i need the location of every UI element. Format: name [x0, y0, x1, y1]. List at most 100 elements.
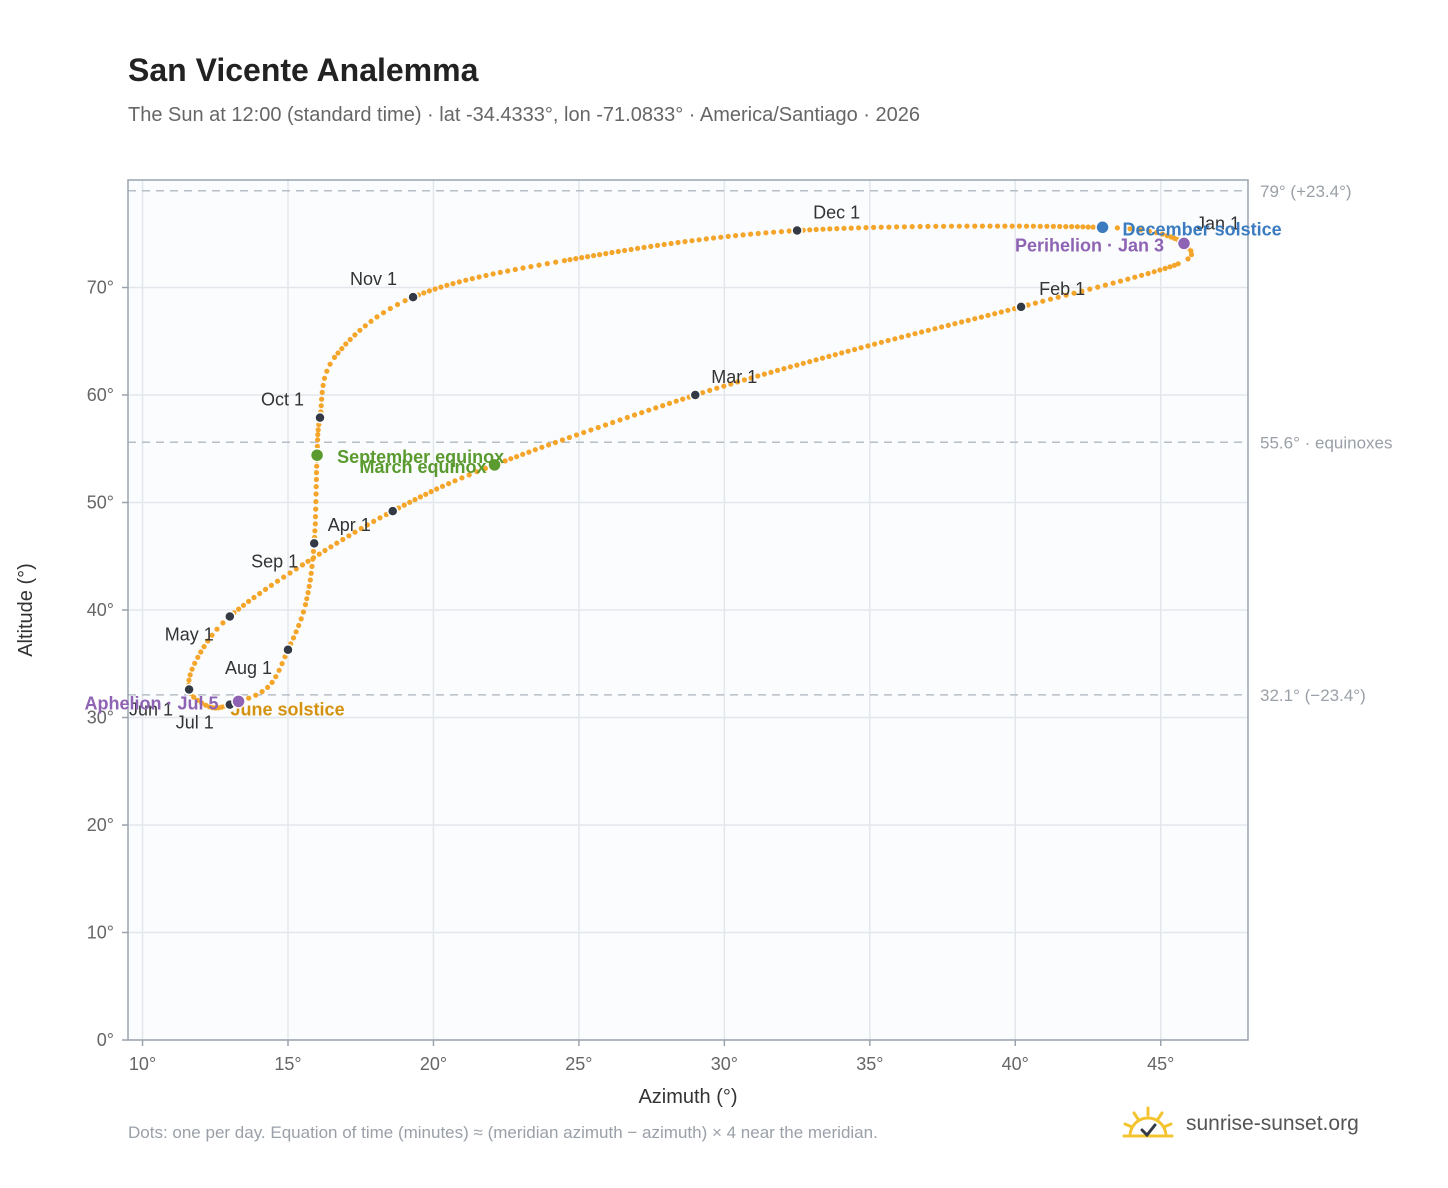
- daily-dot: [725, 233, 731, 239]
- daily-dot: [661, 241, 667, 248]
- daily-dot: [992, 311, 998, 317]
- daily-dot: [553, 259, 559, 265]
- daily-dot: [299, 562, 306, 568]
- daily-dot: [666, 400, 673, 406]
- daily-dot: [308, 570, 314, 576]
- daily-dot: [899, 334, 905, 340]
- daily-dot: [559, 437, 566, 443]
- daily-dot: [794, 362, 800, 368]
- daily-dot: [964, 223, 970, 229]
- daily-dot: [635, 245, 641, 251]
- footnote: Dots: one per day. Equation of time (min…: [128, 1123, 878, 1142]
- daily-dot: [402, 298, 408, 304]
- daily-dot: [1125, 276, 1131, 282]
- daily-dot: [597, 252, 603, 258]
- daily-dot: [293, 566, 299, 572]
- daily-dot: [948, 223, 955, 229]
- daily-dot: [253, 692, 259, 698]
- daily-dot: [1090, 224, 1096, 230]
- month-dot: [282, 644, 294, 656]
- daily-dot: [585, 254, 591, 260]
- daily-dot: [194, 697, 201, 703]
- daily-dot: [201, 644, 207, 650]
- daily-dot: [610, 419, 616, 426]
- daily-dot: [490, 271, 496, 277]
- daily-dot: [925, 223, 931, 229]
- daily-dot: [872, 341, 878, 347]
- daily-dot: [941, 223, 947, 229]
- daily-dot: [998, 309, 1004, 315]
- event-label: Aphelion · Jul 5: [85, 693, 219, 713]
- daily-dot: [901, 224, 908, 230]
- daily-dot: [358, 525, 364, 532]
- daily-dot: [979, 223, 986, 229]
- daily-dot: [1087, 286, 1093, 292]
- daily-dot: [446, 481, 452, 487]
- daily-dot: [476, 274, 482, 280]
- daily-dot: [1023, 223, 1030, 229]
- daily-dot: [544, 261, 550, 267]
- daily-dot: [302, 602, 309, 608]
- x-tick-label: 10°: [129, 1054, 156, 1074]
- daily-dot: [852, 346, 858, 353]
- daily-dot: [735, 379, 741, 385]
- daily-dot: [952, 321, 958, 327]
- daily-dot: [755, 373, 761, 379]
- daily-dot: [1032, 300, 1038, 306]
- daily-dot: [573, 432, 580, 438]
- daily-dot: [972, 223, 978, 229]
- daily-dot: [602, 422, 609, 428]
- chart-title: San Vicente Analemma: [128, 52, 479, 88]
- x-axis-label: Azimuth (°): [638, 1086, 737, 1108]
- daily-dot: [528, 264, 534, 270]
- daily-dot: [236, 606, 242, 612]
- daily-dot: [310, 556, 316, 562]
- daily-dot: [617, 417, 623, 423]
- daily-dot: [972, 316, 978, 322]
- daily-dot: [240, 602, 247, 608]
- daily-dot: [1153, 230, 1160, 236]
- daily-dot: [444, 282, 450, 288]
- daily-dot: [653, 405, 659, 411]
- daily-dot: [251, 594, 257, 601]
- daily-dot: [1044, 223, 1050, 229]
- daily-dot: [300, 609, 306, 615]
- daily-dot: [755, 230, 761, 237]
- x-tick-label: 45°: [1147, 1054, 1174, 1074]
- daily-dot: [434, 486, 440, 492]
- daily-dot: [514, 454, 520, 460]
- daily-dot: [763, 230, 769, 236]
- daily-dot: [456, 279, 462, 285]
- daily-dot: [579, 255, 585, 261]
- daily-dot: [269, 679, 275, 686]
- daily-dot: [680, 396, 686, 402]
- event-label: Perihelion · Jan 3: [1015, 235, 1164, 255]
- daily-dot: [878, 339, 885, 345]
- daily-dot: [368, 318, 374, 324]
- daily-dot: [985, 312, 991, 318]
- daily-dot: [741, 377, 748, 383]
- daily-dot: [314, 463, 320, 469]
- daily-dot: [673, 398, 679, 404]
- brand[interactable]: sunrise-sunset.org: [1120, 1100, 1359, 1148]
- daily-dot: [313, 506, 319, 512]
- daily-dot: [343, 341, 349, 347]
- y-tick-label: 60°: [87, 385, 114, 405]
- daily-dot: [932, 326, 938, 332]
- daily-dot: [452, 478, 458, 484]
- daily-dot: [917, 223, 923, 230]
- daily-dot: [319, 396, 325, 402]
- y-axis-label: Altitude (°): [15, 563, 37, 657]
- x-axis: 10° 15° 20° 25° 30° 35° 40° 45°: [129, 1040, 1174, 1074]
- daily-dot: [1085, 224, 1091, 230]
- daily-dot: [313, 470, 320, 476]
- event-dot: [1095, 220, 1110, 235]
- y-axis: 0° 10° 20° 30° 40° 50° 60° 70°: [87, 278, 128, 1050]
- daily-dot: [313, 499, 319, 505]
- daily-dot: [312, 528, 318, 534]
- daily-dot: [892, 336, 898, 342]
- daily-dot: [807, 227, 813, 233]
- daily-dot: [304, 596, 310, 602]
- daily-dot: [710, 235, 717, 241]
